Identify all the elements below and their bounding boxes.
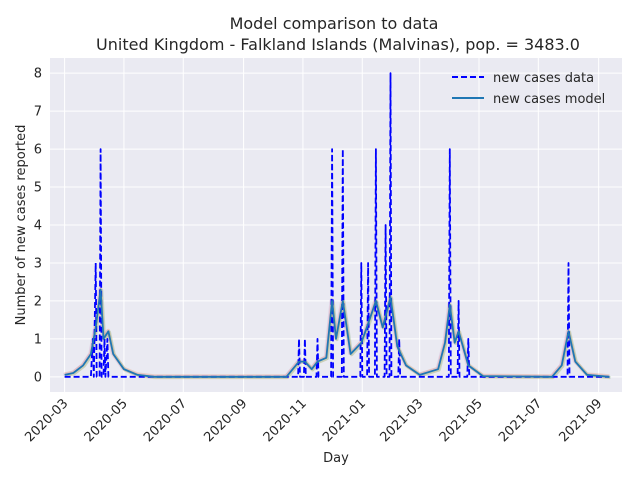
legend-label-data: new cases data <box>493 71 594 86</box>
x-tick-label: 2021-05 <box>437 396 486 445</box>
chart-title: Model comparison to data <box>230 14 439 33</box>
grid-lines <box>50 58 622 392</box>
series-line-new-cases-model <box>64 288 610 378</box>
x-tick-label: 2020-09 <box>201 396 250 445</box>
y-tick-label: 3 <box>34 256 42 271</box>
x-tick-label: 2020-11 <box>261 396 310 445</box>
series-line-new-cases-data <box>64 72 610 378</box>
x-tick-labels: 2020-03 2020-05 2020-07 2020-09 2020-11 2021-… <box>22 396 605 445</box>
x-tick-label: 2021-09 <box>556 396 605 445</box>
x-tick-label: 2020-05 <box>82 396 131 445</box>
y-tick-label: 2 <box>34 294 42 309</box>
y-tick-label: 7 <box>34 105 42 120</box>
x-tick-label: 2020-07 <box>141 396 190 445</box>
y-tick-labels: 0 1 2 3 4 5 6 7 8 <box>34 67 42 386</box>
x-tick-label: 2020-03 <box>22 396 71 445</box>
y-tick-label: 1 <box>34 332 42 347</box>
legend-label-model: new cases model <box>493 92 605 107</box>
x-tick-label: 2021-03 <box>377 396 426 445</box>
x-tick-label: 2021-01 <box>320 396 369 445</box>
y-tick-label: 5 <box>34 181 42 196</box>
plot-series <box>63 72 611 380</box>
y-tick-label: 6 <box>34 143 42 158</box>
model-ensemble-shade <box>63 287 609 378</box>
x-axis-label: Day <box>323 451 349 466</box>
x-tick-label: 2021-07 <box>496 396 545 445</box>
y-axis-label: Number of new cases reported <box>14 125 29 326</box>
y-tick-label: 4 <box>34 219 42 234</box>
chart-subtitle: United Kingdom - Falkland Islands (Malvi… <box>96 35 580 54</box>
y-tick-label: 0 <box>34 370 42 385</box>
legend: new cases data new cases model <box>452 71 605 107</box>
y-tick-label: 8 <box>34 67 42 82</box>
